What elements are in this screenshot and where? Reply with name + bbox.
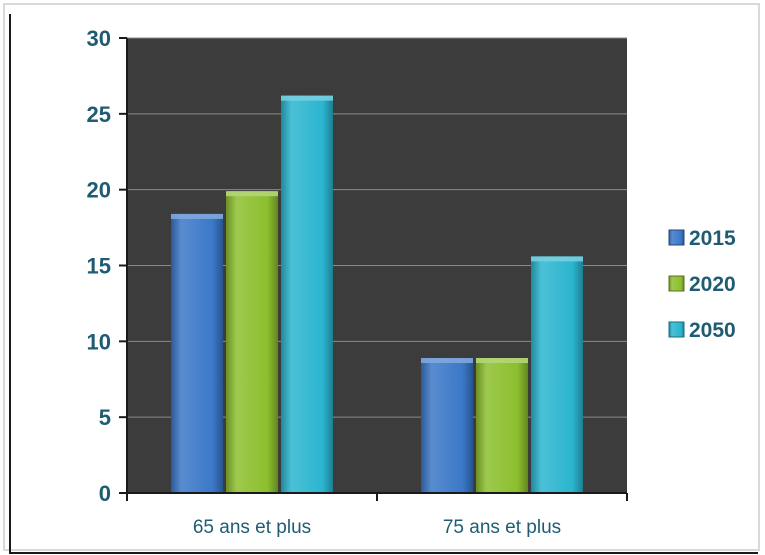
legend-swatch-2015 [668, 229, 685, 246]
bar-highlight [171, 213, 223, 219]
bar-highlight [226, 191, 278, 197]
chart-outer-border [3, 3, 760, 551]
legend: 2015 2020 2050 [668, 227, 736, 342]
y-tick-label: 0 [99, 481, 111, 506]
bar-highlight [281, 95, 333, 101]
y-tick-label: 10 [87, 329, 111, 354]
x-tick-label: 75 ans et plus [443, 517, 561, 538]
legend-swatch-2050 [668, 321, 685, 338]
bar-2015-1 [171, 213, 223, 493]
x-tick-label: 65 ans et plus [193, 517, 311, 538]
y-tick-label: 30 [87, 26, 111, 51]
bars [171, 95, 583, 493]
legend-label-2015: 2015 [689, 227, 736, 250]
bar-highlight [476, 358, 528, 364]
bar-highlight [531, 256, 583, 262]
bar-highlight [421, 358, 473, 364]
chart-inner-border [9, 14, 758, 554]
bar-2015-2 [421, 358, 473, 493]
bar-2020-2 [476, 358, 528, 493]
axes: 0 5 10 15 20 25 30 65 ans et plus 75 ans et plus [87, 26, 628, 538]
y-tick-label: 25 [87, 102, 111, 127]
legend-swatch-2020 [668, 275, 685, 292]
bar-2050-2 [531, 256, 583, 493]
y-tick-label: 15 [87, 254, 111, 279]
y-tick-label: 20 [87, 178, 111, 203]
legend-label-2050: 2050 [689, 319, 736, 342]
y-tick-label: 5 [99, 405, 111, 430]
bar-2050-1 [281, 95, 333, 493]
bar-2020-1 [226, 191, 278, 493]
legend-label-2020: 2020 [689, 273, 736, 296]
